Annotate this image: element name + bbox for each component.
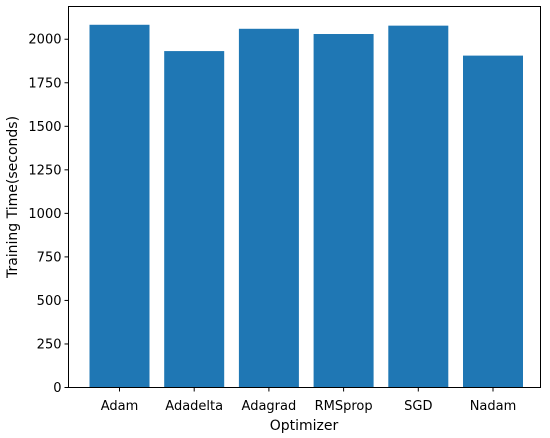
y-tick-label: 500 [37,294,62,309]
bar-adam [89,24,150,388]
bars-group [89,24,523,388]
x-tick-label: Adam [101,399,139,414]
bar-sgd [388,25,449,388]
x-axis-label: Optimizer [270,418,339,434]
x-tick-label: Adadelta [165,399,223,414]
bar-rmsprop [313,34,374,388]
y-axis-label: Training Time(seconds) [5,116,21,279]
y-tick-label: 1250 [28,163,61,178]
y-tick-label: 2000 [28,33,61,48]
x-tick-label: RMSprop [315,399,373,414]
x-tick-label: Adagrad [242,399,297,414]
bar-adadelta [164,51,225,388]
y-axis-ticks: 0 250 500 750 1000 1250 1500 1750 2000 [28,33,69,396]
x-tick-label: SGD [404,399,432,414]
y-tick-label: 1000 [28,207,61,222]
y-tick-label: 250 [37,337,62,352]
y-tick-label: 1500 [28,120,61,135]
x-tick-label: Nadam [470,399,517,414]
bar-nadam [463,55,523,388]
y-tick-label: 750 [37,250,62,265]
x-axis-ticks: Adam Adadelta Adagrad RMSprop SGD Nadam [101,387,517,414]
bar-adagrad [238,28,299,388]
plot-frame [68,6,541,388]
y-tick-label: 0 [53,381,61,396]
y-tick-label: 1750 [28,76,61,91]
